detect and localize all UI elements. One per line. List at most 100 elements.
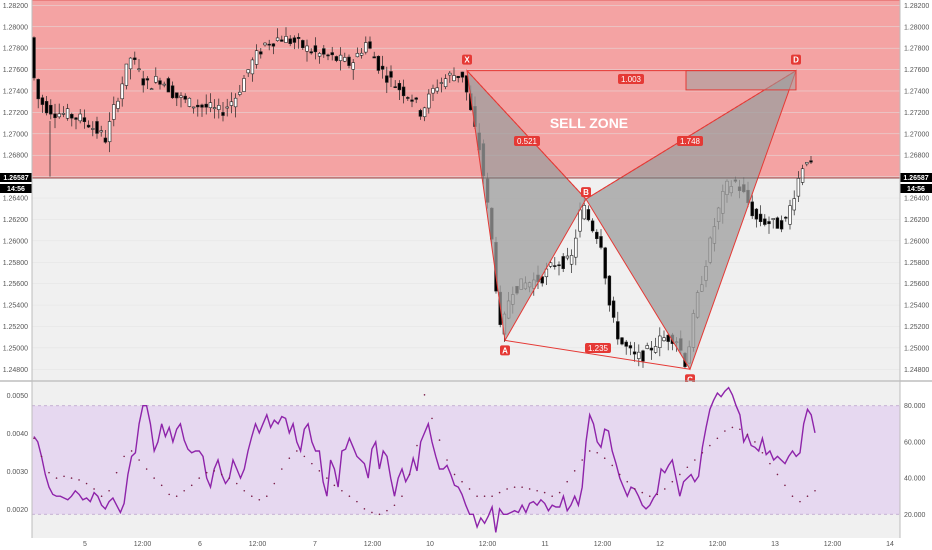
point-badge-c[interactable] bbox=[685, 374, 695, 385]
price-tick-label: 1.24800 bbox=[3, 367, 28, 374]
candle-bull bbox=[435, 87, 439, 92]
price-tick-label: 1.24800 bbox=[904, 367, 929, 374]
candle-bull bbox=[57, 113, 61, 118]
candle-bull bbox=[154, 76, 158, 83]
time-tick-label: 12 bbox=[656, 541, 664, 548]
oscillator-signal-dot bbox=[656, 493, 659, 496]
candle-bear bbox=[271, 43, 276, 47]
oscillator-signal-dot bbox=[228, 477, 231, 479]
candle-bull bbox=[242, 78, 246, 92]
candle-bear bbox=[767, 221, 771, 225]
candle-bull bbox=[233, 97, 238, 108]
price-tick-label: 1.27200 bbox=[3, 110, 28, 117]
target-box[interactable] bbox=[685, 70, 797, 91]
candle-bear bbox=[280, 39, 284, 42]
oscillator-signal-dot bbox=[341, 489, 343, 492]
candle-bear bbox=[758, 213, 763, 223]
candle-bear bbox=[380, 65, 385, 70]
oscillator-signal-dot bbox=[55, 477, 58, 479]
candle-bear bbox=[95, 121, 99, 134]
candle-bull bbox=[91, 128, 95, 130]
oscillator-signal-dot bbox=[701, 451, 704, 454]
oscillator-signal-dot bbox=[115, 471, 118, 474]
oscillator-signal-dot bbox=[175, 495, 178, 497]
oscillator-signal-dot bbox=[393, 504, 396, 507]
oscillator-signal-dot bbox=[85, 482, 88, 485]
time-tick-label: 12:00 bbox=[249, 541, 267, 548]
candle-bear bbox=[301, 40, 305, 48]
price-tick-label: 1.27600 bbox=[3, 67, 28, 74]
time-tick-label: 11 bbox=[541, 541, 548, 548]
candle-bull bbox=[217, 105, 221, 110]
point-badge-d[interactable] bbox=[791, 54, 801, 65]
ratio-badge bbox=[677, 136, 703, 146]
sell-zone-label: SELL ZONE bbox=[550, 115, 628, 131]
oscillator-signal-dot bbox=[220, 473, 223, 476]
oscillator-right-axis: 80.000 60.000 40.000 20.000 bbox=[904, 403, 926, 519]
candle-bull bbox=[805, 162, 809, 165]
candle-bull bbox=[116, 100, 120, 109]
oscillator-signal-dot bbox=[130, 450, 133, 452]
oscillator-right-tick: 80.000 bbox=[904, 403, 926, 410]
price-tick-label: 1.25800 bbox=[904, 260, 929, 267]
oscillator-signal-dot bbox=[363, 508, 366, 510]
harmonic-pattern[interactable]: X A B C D 0.521 1.748 1.003 1.235 bbox=[462, 54, 801, 385]
candle-bear bbox=[393, 86, 397, 88]
candle-bull bbox=[124, 63, 129, 86]
candle-bear bbox=[611, 300, 616, 318]
candle-bull bbox=[637, 351, 641, 359]
oscillator-signal-dot bbox=[123, 455, 125, 458]
candle-bull bbox=[431, 88, 435, 94]
oscillator-signal-dot bbox=[468, 488, 471, 490]
point-badge-b[interactable] bbox=[581, 187, 591, 198]
price-tick-label: 1.27000 bbox=[3, 131, 28, 138]
candle-bull bbox=[275, 37, 280, 41]
point-badge-a[interactable] bbox=[500, 345, 510, 356]
candle-bear bbox=[200, 104, 204, 108]
candle-bull bbox=[238, 91, 242, 95]
oscillator-signal-dot bbox=[513, 486, 516, 488]
candle-bear bbox=[141, 78, 145, 86]
candle-bull bbox=[99, 130, 103, 133]
candle-bull bbox=[662, 337, 666, 342]
candle-bull bbox=[788, 205, 792, 225]
oscillator-signal-dot bbox=[40, 455, 43, 458]
time-tick-label: 6 bbox=[198, 541, 202, 548]
price-tick-label: 1.25400 bbox=[3, 303, 28, 310]
candle-bull bbox=[61, 113, 66, 115]
candle-bear bbox=[267, 43, 271, 46]
oscillator-signal-dot bbox=[318, 470, 321, 472]
price-tick-label: 1.26000 bbox=[3, 238, 28, 245]
oscillator-signal-dot bbox=[356, 500, 358, 503]
oscillator-signal-dot bbox=[536, 489, 538, 492]
oscillator-signal-dot bbox=[581, 459, 584, 461]
oscillator-signal-dot bbox=[573, 470, 576, 472]
oscillator-signal-dot bbox=[588, 450, 591, 452]
oscillator-pane[interactable] bbox=[0, 380, 932, 538]
candle-bear bbox=[334, 56, 339, 61]
point-badge-x[interactable] bbox=[462, 54, 472, 65]
oscillator-signal-dot bbox=[183, 489, 185, 492]
price-tick-label: 1.26000 bbox=[904, 238, 929, 245]
candle-bear bbox=[590, 220, 595, 232]
price-pane[interactable]: X A B C D 0.521 1.748 1.003 1.235 SELL ZONE bbox=[31, 0, 901, 385]
oscillator-signal-dot bbox=[543, 491, 546, 494]
oscillator-right-tick: 20.000 bbox=[904, 512, 926, 519]
oscillator-signal-dot bbox=[476, 495, 478, 497]
candle-bull bbox=[796, 178, 801, 197]
oscillator-band bbox=[32, 405, 900, 515]
candle-bull bbox=[179, 95, 183, 98]
current-price-right: 1.26587 bbox=[903, 175, 928, 182]
ratio-label: 1.748 bbox=[680, 137, 701, 146]
oscillator-signal-dot bbox=[311, 462, 313, 465]
candle-bull bbox=[343, 57, 347, 62]
ratio-label: 1.235 bbox=[588, 344, 609, 353]
price-tick-label: 1.27600 bbox=[904, 67, 929, 74]
candle-bear bbox=[599, 236, 603, 248]
oscillator-signal-dot bbox=[686, 466, 689, 469]
candle-bull bbox=[317, 53, 322, 57]
candle-bear bbox=[616, 321, 620, 340]
candle-bear bbox=[464, 75, 469, 93]
oscillator-signal-dot bbox=[814, 489, 816, 492]
price-tick-label: 1.28000 bbox=[3, 24, 28, 31]
